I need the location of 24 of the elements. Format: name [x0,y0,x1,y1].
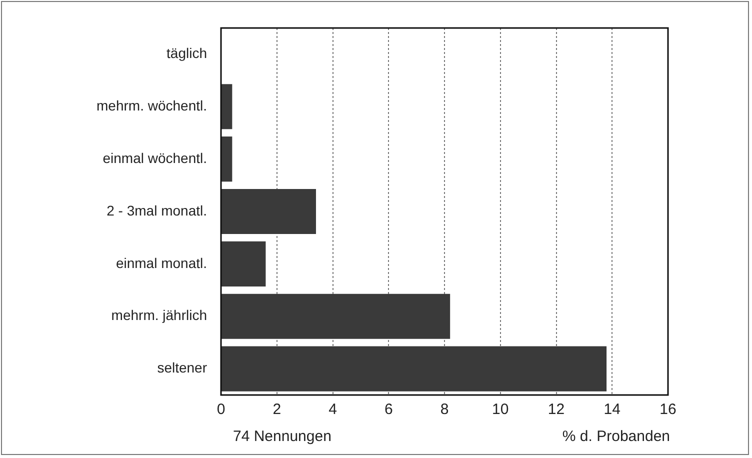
x-tick-label: 8 [440,401,449,418]
x-tick-label: 10 [492,401,509,418]
x-tick-label: 2 [272,401,282,418]
text: 74 Nennungen [233,428,332,446]
y-tick-label: einmal wöchentl. [102,150,207,166]
bar [222,294,450,339]
x-tick-label: 14 [604,401,620,418]
bar [222,346,607,392]
x-tick-label: 6 [384,401,393,418]
x-tick-label: 12 [548,401,565,418]
x-axis-title: % d. Probanden [562,428,670,446]
y-tick-label: seltener [157,360,208,376]
y-tick-label: mehrm. jährlich [111,307,207,324]
bar [222,241,266,286]
x-tick-label: 4 [328,401,337,418]
y-tick-label: täglich [166,45,207,62]
bar [222,136,232,182]
x-tick-label: 0 [216,401,226,418]
y-tick-label: mehrm. wöchentl. [96,98,207,114]
y-tick-label: 2 - 3mal monatl. [106,202,207,218]
y-tick-label: einmal monatl. [116,254,207,271]
bar [222,188,316,234]
bar [222,84,232,130]
x-tick-label: 16 [660,401,676,418]
